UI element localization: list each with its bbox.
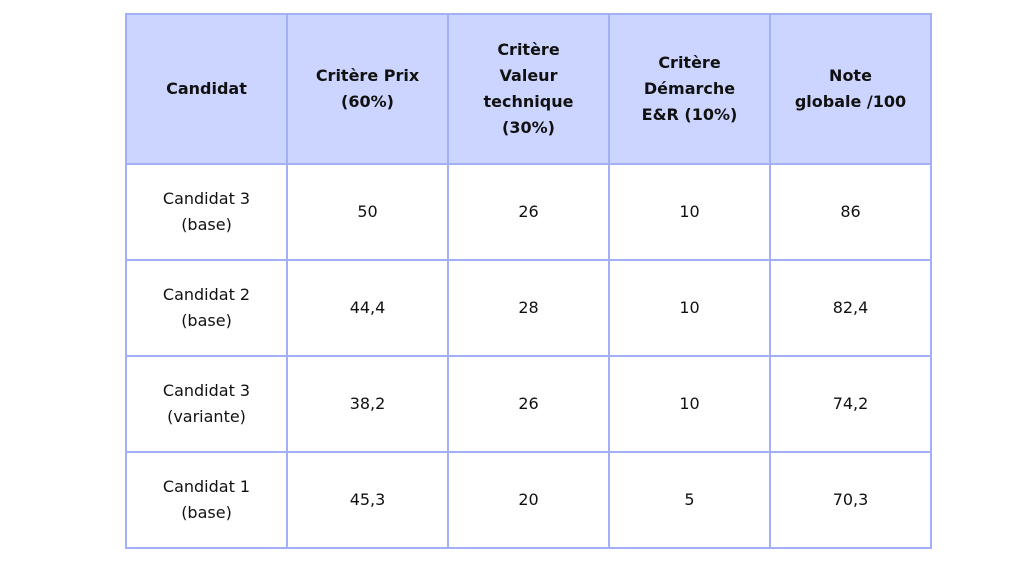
cell-demarche: 5 xyxy=(608,451,771,549)
header-candidat: Candidat xyxy=(125,13,288,165)
cell-note-globale: 74,2 xyxy=(769,355,932,453)
cell-note-globale: 86 xyxy=(769,163,932,261)
cell-prix: 44,4 xyxy=(286,259,449,357)
header-note-globale: Note globale /100 xyxy=(769,13,932,165)
cell-demarche: 10 xyxy=(608,355,771,453)
cell-prix: 38,2 xyxy=(286,355,449,453)
cell-prix: 50 xyxy=(286,163,449,261)
cell-candidat: Candidat 3 (variante) xyxy=(125,355,288,453)
cell-valeur-technique: 20 xyxy=(447,451,610,549)
header-valeur-technique: Critère Valeur technique (30%) xyxy=(447,13,610,165)
cell-candidat: Candidat 1 (base) xyxy=(125,451,288,549)
table-row: Candidat 3 (base) 50 26 10 86 xyxy=(125,163,932,261)
cell-note-globale: 70,3 xyxy=(769,451,932,549)
cell-valeur-technique: 26 xyxy=(447,355,610,453)
table-row: Candidat 2 (base) 44,4 28 10 82,4 xyxy=(125,259,932,357)
cell-note-globale: 82,4 xyxy=(769,259,932,357)
cell-valeur-technique: 28 xyxy=(447,259,610,357)
scores-table: Candidat Critère Prix (60%) Critère Vale… xyxy=(125,13,932,549)
header-demarche: Critère Démarche E&R (10%) xyxy=(608,13,771,165)
table-row: Candidat 3 (variante) 38,2 26 10 74,2 xyxy=(125,355,932,453)
cell-valeur-technique: 26 xyxy=(447,163,610,261)
cell-candidat: Candidat 2 (base) xyxy=(125,259,288,357)
cell-candidat: Candidat 3 (base) xyxy=(125,163,288,261)
cell-demarche: 10 xyxy=(608,163,771,261)
cell-prix: 45,3 xyxy=(286,451,449,549)
cell-demarche: 10 xyxy=(608,259,771,357)
header-row: Candidat Critère Prix (60%) Critère Vale… xyxy=(125,13,932,165)
table-row: Candidat 1 (base) 45,3 20 5 70,3 xyxy=(125,451,932,549)
header-prix: Critère Prix (60%) xyxy=(286,13,449,165)
